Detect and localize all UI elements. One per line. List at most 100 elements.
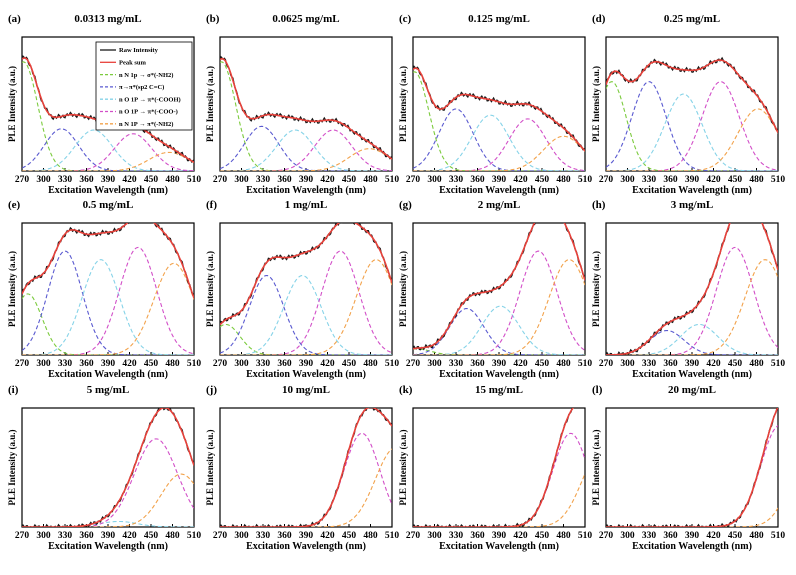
- x-tick-label: 480: [749, 359, 764, 369]
- series-component: [413, 135, 585, 171]
- series-component: [413, 432, 585, 527]
- y-axis-label: PLE Intensity (a.u.): [205, 66, 215, 142]
- series-peak-sum: [22, 408, 194, 527]
- panel-a: (a) 0.0313 mg/mL 270 300 330 360 390 420 450 480 5…: [7, 13, 201, 196]
- series-component: [220, 61, 392, 171]
- panel-title: 0.0625 mg/mL: [272, 13, 339, 25]
- panel-label: (g): [399, 199, 412, 211]
- x-tick-label: 330: [256, 175, 271, 185]
- series-component: [220, 275, 392, 355]
- x-tick-label: 270: [213, 531, 228, 541]
- x-tick-label: 330: [58, 531, 73, 541]
- x-tick-label: 390: [492, 531, 507, 541]
- panel-title: 5 mg/mL: [87, 384, 129, 396]
- x-axis-label: Excitation Wavelength (nm): [246, 369, 366, 380]
- legend-entry: n O 1P → π*(-COO-): [119, 109, 178, 116]
- y-axis-label: PLE Intensity (a.u.): [398, 66, 408, 142]
- legend-entry: n O 1P → π*(-COOH): [119, 96, 181, 103]
- series-raw-intensity: [606, 408, 778, 527]
- x-tick-label: 420: [122, 359, 137, 369]
- legend-entry: n N 1P → π*(-NH2): [119, 121, 173, 128]
- x-tick-label: 360: [277, 531, 292, 541]
- x-tick-label: 420: [513, 175, 528, 185]
- legend-entry: n N 1p → σ*(-NH2): [119, 72, 173, 79]
- x-tick-label: 450: [535, 175, 550, 185]
- panel-title: 10 mg/mL: [282, 384, 330, 396]
- x-tick-label: 420: [706, 175, 721, 185]
- x-tick-label: 270: [599, 175, 614, 185]
- x-tick-label: 420: [706, 359, 721, 369]
- x-tick-label: 510: [771, 175, 786, 185]
- series-component: [606, 81, 778, 171]
- series-raw-intensity: [413, 408, 573, 527]
- panel-label: (l): [592, 384, 603, 396]
- series-component: [413, 114, 585, 171]
- series-component: [606, 108, 778, 171]
- x-tick-label: 270: [213, 359, 228, 369]
- x-tick-label: 420: [706, 531, 721, 541]
- x-tick-label: 360: [663, 359, 678, 369]
- panel-title: 0.0313 mg/mL: [74, 13, 141, 25]
- series-component: [220, 432, 392, 527]
- x-tick-label: 480: [363, 175, 378, 185]
- y-axis-label: PLE Intensity (a.u.): [7, 251, 17, 327]
- x-tick-label: 360: [470, 359, 485, 369]
- x-tick-label: 270: [15, 359, 30, 369]
- x-tick-label: 420: [320, 531, 335, 541]
- x-tick-label: 300: [234, 531, 249, 541]
- legend-entry: Raw Intensity: [119, 47, 159, 54]
- series-peak-sum: [606, 408, 778, 527]
- series-raw-intensity: [413, 223, 585, 351]
- panel-k: (k) 15 mg/mL 270 300 330 360 390 420 450 480 510 Ex…: [398, 384, 592, 552]
- series-raw-intensity: [606, 56, 778, 131]
- x-tick-label: 510: [771, 531, 786, 541]
- series-component: [22, 61, 194, 171]
- legend: Raw Intensity Peak sum n N 1p → σ*(-NH2) π→…: [95, 41, 193, 131]
- x-tick-label: 300: [36, 531, 51, 541]
- series-peak-sum: [606, 59, 778, 133]
- panel-g: (g) 2 mg/mL 270 300 330 360 390 420 450 480 510 Exc…: [398, 199, 592, 380]
- x-tick-label: 390: [685, 175, 700, 185]
- x-tick-label: 330: [642, 531, 657, 541]
- plot-area: [413, 223, 585, 355]
- plot-area: [22, 223, 194, 355]
- x-tick-label: 390: [299, 359, 314, 369]
- panel-label: (d): [592, 13, 606, 25]
- series-component: [22, 246, 194, 355]
- x-tick-label: 270: [406, 531, 421, 541]
- y-axis-label: PLE Intensity (a.u.): [7, 429, 17, 505]
- plot-frame: [605, 36, 779, 172]
- series-component: [220, 259, 392, 355]
- panel-title: 3 mg/mL: [671, 199, 713, 211]
- plot-frame: [412, 407, 586, 528]
- series-component: [413, 71, 585, 171]
- x-axis-label: Excitation Wavelength (nm): [632, 185, 752, 196]
- x-tick-label: 300: [36, 359, 51, 369]
- series-component: [413, 348, 585, 355]
- panel-label: (i): [8, 384, 19, 396]
- x-tick-label: 450: [342, 359, 357, 369]
- y-axis-label: PLE Intensity (a.u.): [205, 429, 215, 505]
- x-tick-label: 480: [363, 359, 378, 369]
- x-tick-label: 510: [578, 359, 593, 369]
- x-tick-label: 420: [122, 531, 137, 541]
- x-tick-label: 480: [556, 531, 571, 541]
- x-tick-label: 390: [492, 175, 507, 185]
- panel-title: 2 mg/mL: [478, 199, 520, 211]
- series-peak-sum: [220, 57, 392, 160]
- x-tick-label: 330: [256, 531, 271, 541]
- x-tick-label: 450: [535, 531, 550, 541]
- series-component: [413, 308, 585, 355]
- x-axis-label: Excitation Wavelength (nm): [246, 541, 366, 552]
- x-tick-label: 480: [556, 175, 571, 185]
- x-tick-label: 450: [144, 175, 159, 185]
- x-tick-label: 300: [234, 175, 249, 185]
- y-axis-label: PLE Intensity (a.u.): [591, 66, 601, 142]
- series-component: [22, 151, 194, 171]
- y-axis-label: PLE Intensity (a.u.): [398, 429, 408, 505]
- x-tick-label: 330: [449, 175, 464, 185]
- series-component: [220, 275, 392, 355]
- plot-area: [220, 55, 392, 171]
- x-axis-label: Excitation Wavelength (nm): [48, 185, 168, 196]
